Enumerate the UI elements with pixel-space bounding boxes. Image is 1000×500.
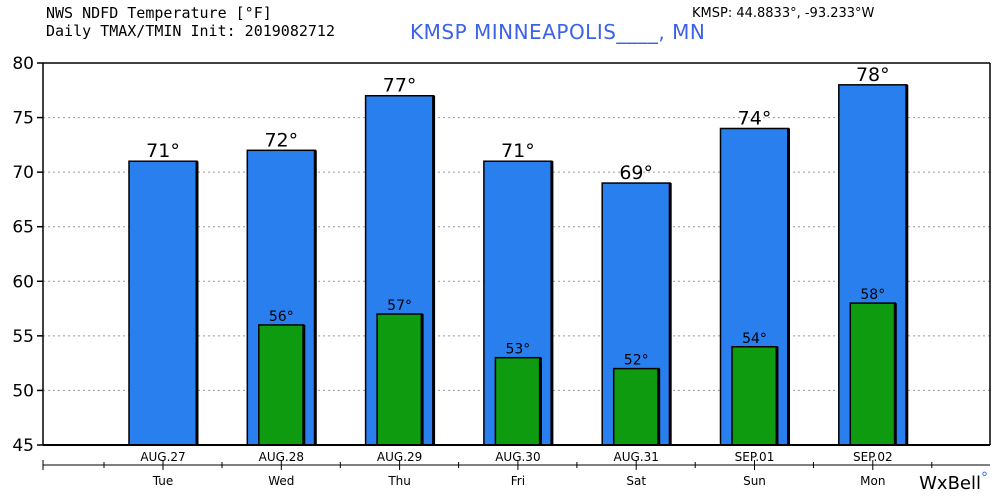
x-tick-label-date: AUG.28 xyxy=(259,450,304,464)
x-tick-label-date: AUG.30 xyxy=(495,450,540,464)
tmax-data-label: 69° xyxy=(619,162,653,184)
station-coordinates: KMSP: 44.8833°, -93.233°W xyxy=(692,6,875,21)
x-tick-label-weekday: Sat xyxy=(626,474,646,488)
station-name: KMSP MINNEAPOLIS____, MN xyxy=(410,20,706,44)
tmin-data-label: 58° xyxy=(860,287,885,303)
tmax-data-label: 74° xyxy=(738,107,772,129)
wxbell-logo-text: WxBell xyxy=(919,473,981,494)
y-tick-label: 55 xyxy=(12,327,34,347)
tmin-data-label: 56° xyxy=(269,309,294,325)
tmin-bar xyxy=(494,356,542,446)
chart-title-line2: Daily TMAX/TMIN Init: 2019082712 xyxy=(46,22,335,40)
chart-title-line1: NWS NDFD Temperature [°F] xyxy=(46,4,272,22)
tmin-bar xyxy=(612,367,660,446)
tmin-bar xyxy=(376,313,423,446)
tmin-bar xyxy=(849,302,897,446)
y-tick-label: 75 xyxy=(12,109,34,129)
y-tick-label: 50 xyxy=(12,381,34,401)
tmin-bar xyxy=(731,346,778,446)
x-tick-label-weekday: Wed xyxy=(268,474,294,488)
tmin-data-label: 52° xyxy=(624,353,649,369)
x-tick-label-date: AUG.31 xyxy=(614,450,659,464)
tmin-bar xyxy=(258,324,305,446)
tmax-data-label: 71° xyxy=(501,140,535,162)
x-tick-label-date: SEP.01 xyxy=(735,450,775,464)
tmax-data-label: 72° xyxy=(264,129,298,151)
y-tick-label: 80 xyxy=(12,54,34,74)
tmin-data-label: 53° xyxy=(505,342,530,358)
y-tick-label: 45 xyxy=(12,436,34,456)
tmax-bar xyxy=(128,160,198,446)
wxbell-logo: WxBell° xyxy=(919,470,988,494)
wxbell-logo-dot: ° xyxy=(981,470,988,486)
x-tick-label-date: AUG.27 xyxy=(140,450,185,464)
tmax-data-label: 71° xyxy=(146,140,180,162)
x-tick-label-weekday: Sun xyxy=(743,474,766,488)
x-tick-label-date: SEP.02 xyxy=(853,450,893,464)
x-tick-label-weekday: Mon xyxy=(860,474,885,488)
tmax-data-label: 77° xyxy=(383,75,417,97)
y-tick-label: 65 xyxy=(12,218,34,238)
x-tick-label-weekday: Fri xyxy=(511,474,525,488)
y-tick-label: 70 xyxy=(12,163,34,183)
tmax-data-label: 78° xyxy=(856,64,890,86)
x-tick-label-weekday: Thu xyxy=(387,474,411,488)
tmin-data-label: 54° xyxy=(742,331,767,347)
y-tick-label: 60 xyxy=(12,272,34,292)
x-tick-label-weekday: Tue xyxy=(152,474,174,488)
x-tick-label-date: AUG.29 xyxy=(377,450,422,464)
tmin-data-label: 57° xyxy=(387,298,412,314)
